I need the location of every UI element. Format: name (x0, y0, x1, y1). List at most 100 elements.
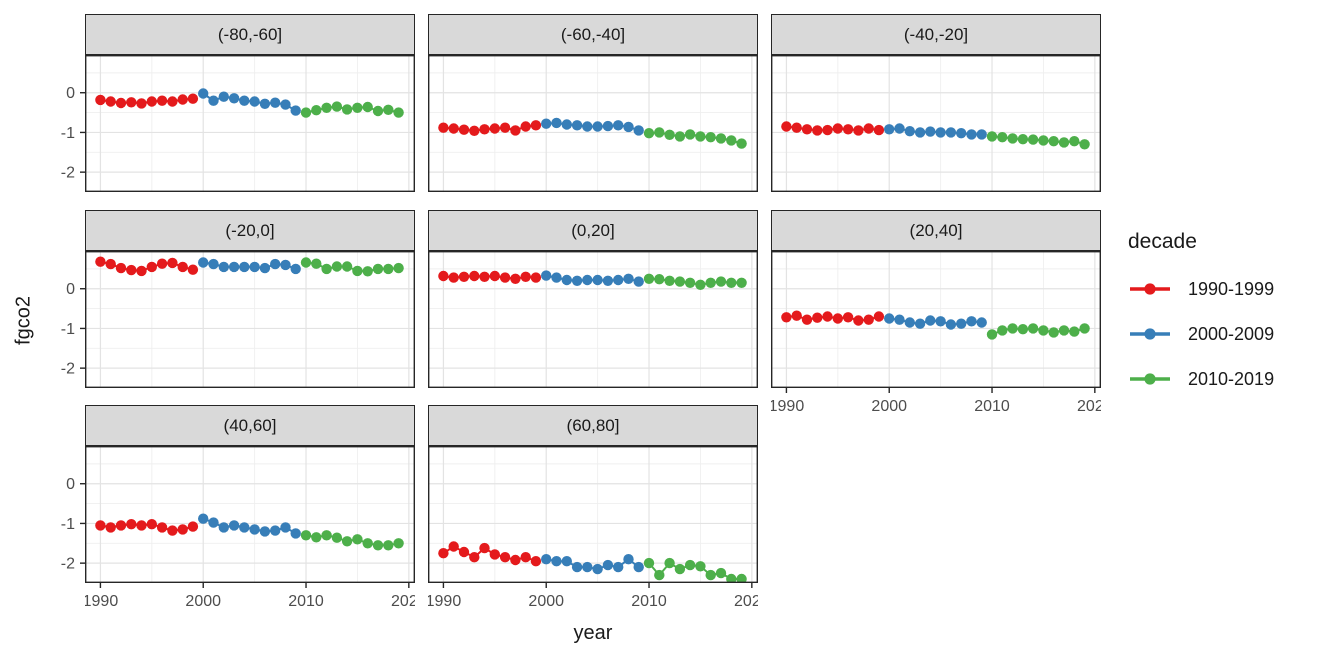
facet-panel (771, 55, 1101, 192)
legend: decade 1990-1999 2000-2009 2010-2019 (1128, 230, 1274, 413)
gridlines-major (85, 55, 415, 192)
facet-panel (85, 446, 415, 583)
gridlines-major (428, 446, 758, 583)
y-axis: 0 -1 -2 (61, 281, 85, 378)
gridlines-major (85, 251, 415, 388)
series-1990-1999 (95, 519, 199, 536)
series-1990-1999 (438, 541, 542, 567)
facet-strip-label: (-40,-20] (903, 24, 969, 44)
series-2000-2009 (198, 257, 301, 275)
y-tick-label: 0 (66, 476, 75, 493)
x-tick-label: 2010 (288, 593, 324, 610)
series-2010-2019 (300, 530, 404, 551)
y-tick-label: -2 (61, 361, 75, 378)
series-2000-2009 (198, 88, 301, 116)
facet-strip-label: (60,80] (566, 415, 620, 435)
series-2010-2019 (643, 127, 747, 149)
gridlines-minor (428, 446, 758, 583)
x-tick-label: 2000 (185, 593, 221, 610)
series-1990-1999 (781, 310, 885, 326)
legend-title: decade (1128, 230, 1197, 253)
gridlines-minor (771, 55, 1101, 192)
facet-strip-label: (40,60] (223, 415, 277, 435)
gridlines-minor (85, 446, 415, 583)
facet-panel (85, 251, 415, 388)
facet-strip: (20,40] (771, 210, 1101, 251)
series-2000-2009 (541, 117, 644, 136)
facet-strip: (-80,-60] (85, 14, 415, 55)
facet: (40,60] (85, 405, 415, 583)
facet: (-80,-60] (85, 14, 415, 192)
facet-panel (428, 55, 758, 192)
gridlines-major (428, 251, 758, 388)
series-2010-2019 (643, 557, 747, 583)
facet-panel (428, 446, 758, 583)
gridlines-minor (428, 251, 758, 388)
facet: (20,40] (771, 210, 1101, 388)
y-tick-label: 0 (66, 281, 75, 298)
y-tick-label: -2 (61, 556, 75, 573)
series-2000-2009 (541, 554, 644, 575)
facet-strip-label: (-60,-40] (560, 24, 626, 44)
y-tick-label: -2 (61, 165, 75, 182)
series-2010-2019 (986, 323, 1090, 340)
gridlines-minor (771, 251, 1101, 388)
x-tick-label: 1990 (428, 593, 461, 610)
facet-panel (85, 55, 415, 192)
series-1990-1999 (95, 256, 199, 277)
facet: (-40,-20] (771, 14, 1101, 192)
x-tick-label: 2010 (631, 593, 667, 610)
series-2010-2019 (300, 257, 404, 277)
legend-key-line-dot-icon (1130, 373, 1170, 385)
legend-key-line-dot-icon (1130, 328, 1170, 340)
x-tick-label: 1990 (771, 398, 804, 415)
facet-strip: (-60,-40] (428, 14, 758, 55)
series-2000-2009 (541, 270, 644, 287)
series-2010-2019 (643, 273, 747, 290)
facet-strip-label: (-20,0] (225, 220, 275, 240)
facet: (0,20] (428, 210, 758, 388)
x-tick-label: 2000 (871, 398, 907, 415)
legend-item-2000-2009: 2000-2009 (1128, 323, 1274, 345)
y-axis: 0 -1 -2 (61, 476, 85, 573)
y-axis: 0 -1 -2 (61, 85, 85, 182)
facet-strip: (0,20] (428, 210, 758, 251)
x-tick-label: 1990 (85, 593, 118, 610)
facet-strip-label: (20,40] (909, 220, 963, 240)
facet-strip-label: (-80,-60] (217, 24, 283, 44)
facet: (-60,-40] (428, 14, 758, 192)
legend-label: 1990-1999 (1188, 278, 1275, 299)
facet-strip-label: (0,20] (571, 220, 615, 240)
legend-item-1990-1999: 1990-1999 (1128, 278, 1274, 300)
gridlines-major (771, 55, 1101, 192)
y-tick-label: 0 (66, 85, 75, 102)
series-2010-2019 (986, 131, 1090, 150)
y-tick-label: -1 (61, 516, 75, 533)
facet-strip: (60,80] (428, 405, 758, 446)
gridlines-major (428, 55, 758, 192)
series-1990-1999 (95, 93, 199, 109)
x-tick-label: 2000 (528, 593, 564, 610)
legend-item-2010-2019: 2010-2019 (1128, 368, 1274, 390)
legend-label: 2000-2009 (1188, 323, 1275, 344)
legend-label: 2010-2019 (1188, 368, 1275, 389)
y-tick-label: -1 (61, 321, 75, 338)
series-1990-1999 (781, 121, 885, 136)
x-tick-label: 2010 (974, 398, 1010, 415)
x-axis-title: year (573, 622, 613, 644)
series-2000-2009 (884, 313, 987, 330)
series-1990-1999 (438, 270, 542, 284)
facet: (60,80] (428, 405, 758, 583)
series-2000-2009 (884, 123, 987, 140)
y-tick-label: -1 (61, 125, 75, 142)
facet: (-20,0] (85, 210, 415, 388)
facet-strip: (40,60] (85, 405, 415, 446)
facet-panel (771, 251, 1101, 388)
